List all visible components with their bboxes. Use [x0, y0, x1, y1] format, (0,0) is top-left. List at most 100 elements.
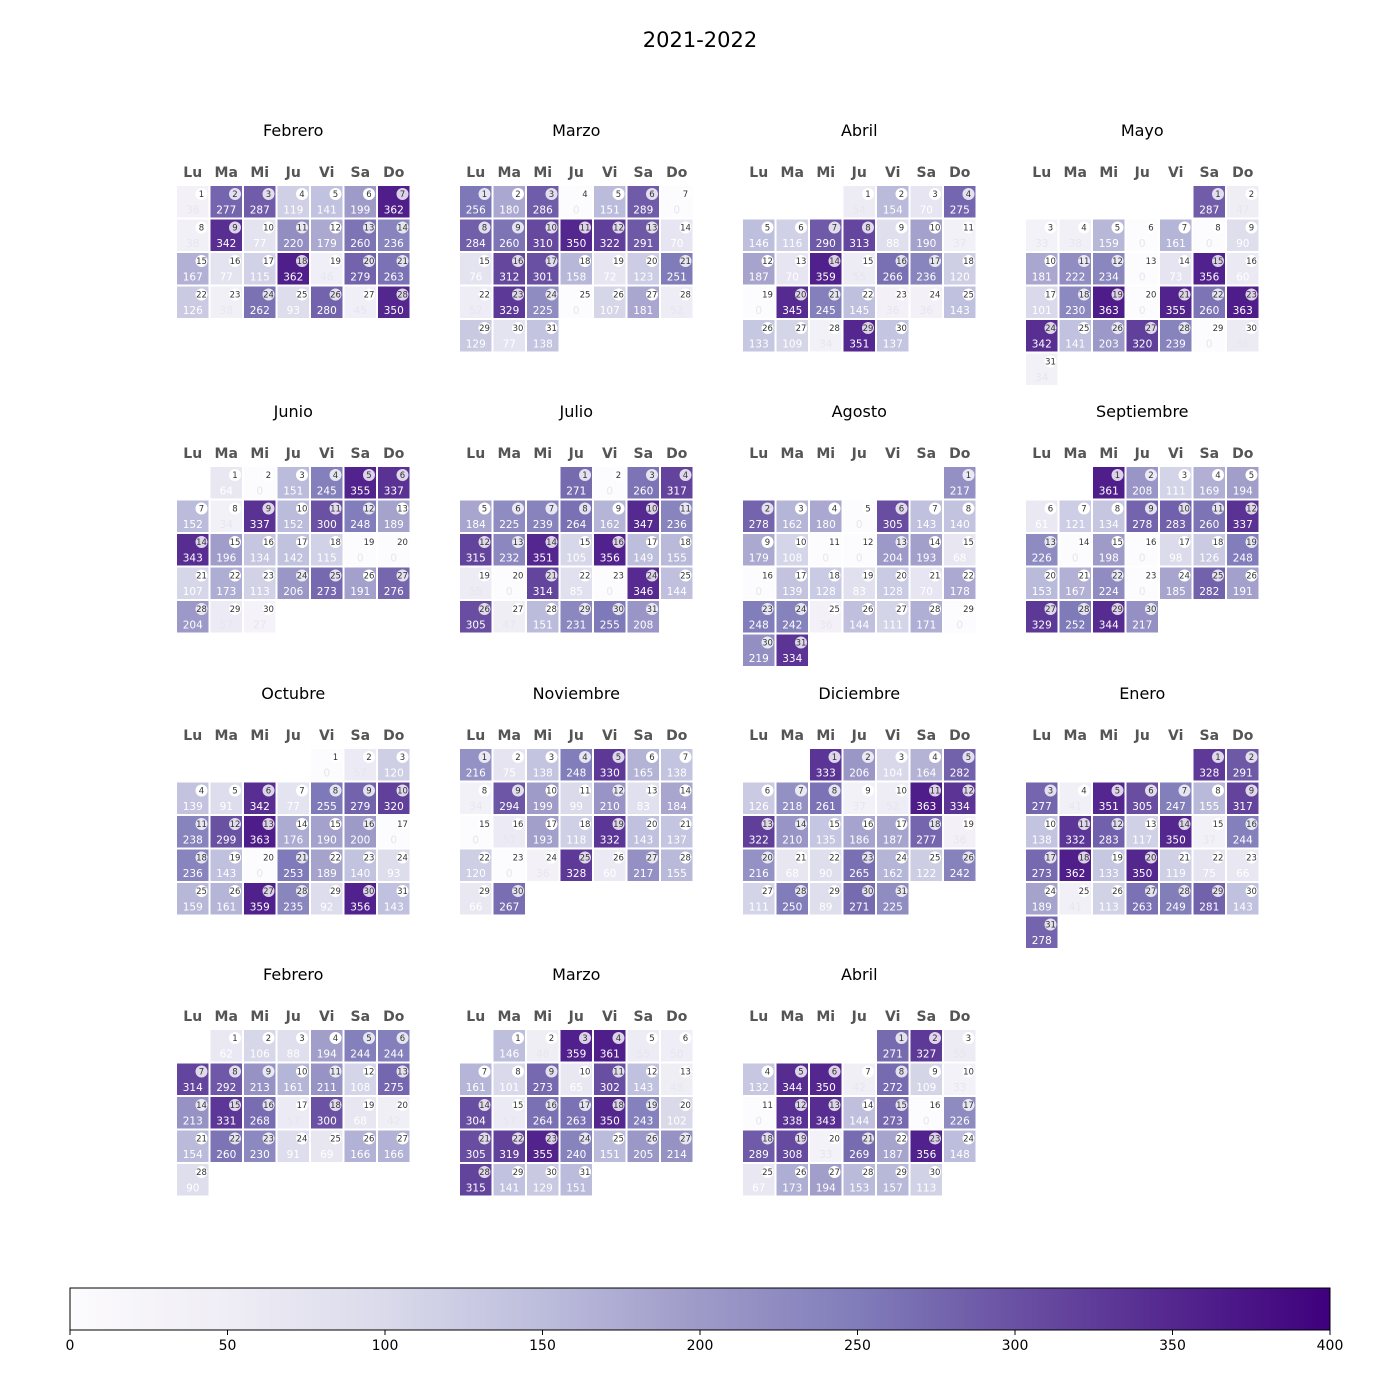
day-value-label: 93 — [287, 305, 300, 317]
day-value-label: 98 — [1169, 553, 1182, 565]
day-value-label: 61 — [1035, 519, 1048, 531]
day-number: 26 — [330, 291, 341, 301]
day-number: 29 — [230, 605, 241, 615]
day-value-label: 245 — [317, 486, 337, 498]
day-number: 29 — [330, 887, 341, 897]
day-number: 13 — [397, 1068, 408, 1078]
day-number-badge — [512, 221, 524, 234]
day-number-badge — [862, 1132, 874, 1145]
day-number-badge — [229, 288, 241, 301]
day-number: 2 — [266, 471, 271, 481]
day-value-label: 273 — [1032, 868, 1052, 880]
day-number-badge — [612, 502, 625, 515]
weekday-label: Sa — [350, 1009, 370, 1025]
day-number-badge — [679, 784, 692, 797]
day-number-badge — [612, 1132, 625, 1145]
weekday-label: Lu — [183, 1009, 202, 1025]
day-number-badge — [363, 221, 375, 234]
day-number: 20 — [1045, 572, 1056, 582]
day-number: 22 — [896, 1135, 907, 1145]
day-number-badge — [612, 255, 625, 267]
day-number: 6 — [1148, 787, 1153, 797]
day-number: 11 — [297, 224, 308, 234]
day-number: 23 — [513, 291, 524, 301]
day-value-label: 151 — [600, 1149, 620, 1161]
day-number-badge — [262, 1065, 275, 1078]
day-number: 14 — [397, 224, 408, 234]
day-number-badge — [679, 1132, 692, 1145]
day-value-label: 206 — [849, 768, 869, 780]
day-value-label: 36 — [819, 620, 833, 632]
weekday-label: Mi — [816, 446, 835, 462]
day-number-badge — [329, 536, 342, 548]
day-value-label: 222 — [1065, 272, 1085, 284]
day-number: 24 — [796, 605, 807, 615]
day-value-label: 92 — [320, 902, 333, 914]
day-number: 16 — [930, 1101, 941, 1111]
day-value-label: 351 — [849, 339, 869, 351]
day-value-label: 105 — [566, 553, 586, 565]
day-value-label: 88 — [886, 238, 899, 250]
day-number-badge — [396, 502, 409, 515]
day-number-badge — [1245, 784, 1258, 797]
day-value-label: 356 — [600, 553, 620, 565]
day-number-badge — [478, 1166, 491, 1178]
weekday-label: Sa — [633, 165, 653, 181]
day-number-badge — [1212, 288, 1224, 301]
month-title: Marzo — [552, 965, 600, 984]
weekday-label: Lu — [466, 446, 485, 462]
month-title: Febrero — [263, 121, 323, 140]
weekday-label: Ma — [215, 446, 238, 462]
day-number-badge — [795, 221, 807, 234]
day-number-badge — [579, 1065, 591, 1078]
day-number-badge — [1111, 221, 1124, 234]
day-number-badge — [962, 1099, 975, 1111]
day-number-badge — [1245, 818, 1258, 830]
day-value-label: 350 — [1132, 868, 1152, 880]
day-value-label: 350 — [816, 1082, 836, 1094]
day-number-badge — [396, 255, 409, 267]
day-number: 24 — [963, 1135, 974, 1145]
day-number-badge — [795, 603, 807, 615]
day-number-badge — [828, 221, 841, 234]
weekday-label: Ju — [851, 728, 867, 744]
day-number: 13 — [1045, 538, 1056, 548]
day-number-badge — [396, 885, 409, 897]
day-number-badge — [195, 1065, 208, 1078]
day-number: 1 — [515, 1034, 520, 1044]
day-value-label: 332 — [1065, 835, 1085, 847]
day-number: 9 — [1249, 787, 1254, 797]
day-number-badge — [895, 255, 908, 267]
day-number: 28 — [680, 291, 691, 301]
day-number: 3 — [1048, 787, 1053, 797]
day-value-label: 113 — [250, 586, 270, 598]
day-number-badge — [396, 818, 409, 830]
day-number: 27 — [647, 854, 658, 864]
day-number: 14 — [479, 1101, 490, 1111]
weekday-label: Do — [383, 1009, 405, 1025]
day-value-label: 0 — [856, 519, 863, 531]
day-value-label: 181 — [1032, 272, 1052, 284]
day-number: 19 — [613, 257, 624, 267]
day-number: 18 — [963, 257, 974, 267]
day-number: 21 — [1079, 572, 1090, 582]
day-number-badge — [296, 885, 308, 897]
day-value-label: 186 — [849, 835, 869, 847]
weekday-label: Lu — [749, 728, 768, 744]
day-number: 9 — [549, 1068, 554, 1078]
day-value-label: 70 — [670, 238, 683, 250]
day-number-badge — [1178, 288, 1191, 301]
day-number: 12 — [762, 257, 773, 267]
weekday-label: Mi — [1099, 728, 1118, 744]
day-number: 28 — [1179, 324, 1190, 334]
day-number-badge — [512, 818, 524, 830]
day-number: 2 — [366, 753, 371, 763]
day-number: 12 — [613, 787, 624, 797]
day-value-label: 91 — [220, 801, 233, 813]
day-value-label: 47 — [1236, 205, 1249, 217]
day-number-badge — [329, 221, 342, 234]
day-number-badge — [929, 502, 941, 515]
day-number: 27 — [762, 887, 773, 897]
